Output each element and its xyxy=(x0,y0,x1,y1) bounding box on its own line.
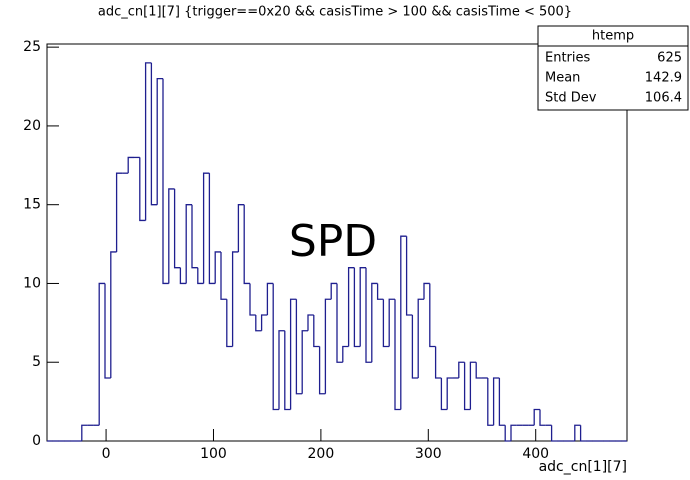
histogram-bin xyxy=(318,346,326,395)
histogram-bin xyxy=(278,330,285,410)
histogram-bin xyxy=(150,62,158,206)
histogram-bin xyxy=(284,330,291,411)
histogram-bin xyxy=(249,283,256,316)
histogram-bin xyxy=(394,299,401,411)
x-axis-label: adc_cn[1][7] xyxy=(539,459,627,475)
histogram-bin xyxy=(313,314,320,348)
histogram-bin xyxy=(243,204,250,285)
histogram-bin xyxy=(214,251,221,284)
x-tick-label: 200 xyxy=(308,446,335,462)
histogram-bin xyxy=(139,157,146,222)
histogram-bin xyxy=(400,235,407,410)
x-tick-label: 100 xyxy=(200,446,227,462)
histogram-bin xyxy=(179,267,187,285)
histogram-bin xyxy=(208,173,216,285)
histogram-bin xyxy=(498,377,506,426)
stats-label: Mean xyxy=(545,71,580,86)
histogram-bin xyxy=(463,362,471,411)
histogram-bin xyxy=(365,267,372,363)
histogram-bin xyxy=(539,409,546,426)
histogram-bin xyxy=(371,282,378,363)
histogram-bin xyxy=(255,314,262,332)
histogram-bin xyxy=(168,188,175,284)
histogram-bin xyxy=(405,236,413,316)
x-tick-label: 0 xyxy=(102,446,111,462)
y-tick-label: 25 xyxy=(23,39,41,55)
stats-frame xyxy=(537,25,689,111)
histogram-bin xyxy=(388,298,395,347)
y-tick-label: 10 xyxy=(23,275,41,291)
histogram-bin xyxy=(226,299,233,348)
histogram-bin xyxy=(104,283,111,379)
histogram-bin xyxy=(458,361,465,378)
histogram-bin xyxy=(376,283,384,300)
histogram-bin xyxy=(260,314,268,331)
histogram-bin xyxy=(417,298,424,378)
histogram-bin xyxy=(266,282,274,315)
histogram-bin xyxy=(579,425,587,442)
histogram-bin xyxy=(342,345,349,363)
histogram-bin xyxy=(510,424,517,441)
histogram-bin xyxy=(533,408,540,426)
histogram-bin xyxy=(469,361,477,410)
y-tick-label: 0 xyxy=(32,433,41,449)
histogram-bin xyxy=(487,377,494,426)
histogram-bin xyxy=(475,362,482,379)
histogram-bin xyxy=(574,424,581,441)
stats-value: 625 xyxy=(657,51,682,66)
histogram-bin xyxy=(81,424,88,441)
histogram-bin xyxy=(382,299,390,348)
histogram-bin xyxy=(336,283,343,363)
histogram-bin xyxy=(127,156,134,174)
x-tick-label: 400 xyxy=(522,446,549,462)
histogram-bin xyxy=(220,251,227,300)
histogram-bin xyxy=(446,377,453,410)
histogram-bin xyxy=(185,204,192,284)
chart-title: adc_cn[1][7] {trigger==0x20 && casisTime… xyxy=(98,5,572,20)
histogram-bin xyxy=(98,282,105,426)
histogram-bin xyxy=(504,425,511,442)
stats-value: 142.9 xyxy=(645,71,682,86)
histogram-bin xyxy=(295,299,303,395)
histogram-bin xyxy=(197,267,204,285)
histogram-bin xyxy=(162,78,169,285)
histogram-bin xyxy=(440,377,448,411)
histogram-bin xyxy=(144,62,152,221)
histogram-bin xyxy=(173,188,181,269)
histogram-bin xyxy=(301,330,308,394)
histogram-bin xyxy=(434,346,442,379)
histogram-bin xyxy=(237,204,245,252)
y-tick-label: 20 xyxy=(23,118,41,134)
histogram-bin xyxy=(272,283,279,411)
histogram-bin xyxy=(324,298,332,394)
histogram-bin xyxy=(359,267,366,347)
histogram-bin xyxy=(423,282,430,300)
stats-label: Std Dev xyxy=(545,91,597,106)
histogram-bin xyxy=(411,314,419,379)
histogram-bin xyxy=(115,172,123,252)
histogram-bin xyxy=(330,282,337,300)
stats-value: 106.4 xyxy=(645,91,682,106)
histogram-bin xyxy=(353,267,361,348)
y-tick-label: 5 xyxy=(32,354,41,370)
stats-title: htemp xyxy=(592,29,634,44)
histogram-bin xyxy=(492,377,500,426)
histogram-bin xyxy=(289,298,297,410)
histogram-bin xyxy=(231,251,239,347)
histogram-bin xyxy=(307,314,314,331)
histogram-bin xyxy=(202,172,210,284)
x-tick-label: 300 xyxy=(415,446,442,462)
y-tick-label: 15 xyxy=(23,197,41,213)
histogram-bin xyxy=(429,283,436,348)
stats-box: htemp Entries 625 Mean 142.9 Std Dev 106… xyxy=(537,25,689,111)
histogram-bin xyxy=(347,267,355,347)
histogram-bin xyxy=(110,251,117,378)
frame xyxy=(46,43,628,442)
histogram-bin xyxy=(156,78,163,205)
annotation: SPD xyxy=(289,216,377,267)
stats-label: Entries xyxy=(545,51,591,66)
histogram-bin xyxy=(191,204,198,269)
histogram-bin xyxy=(550,425,558,442)
